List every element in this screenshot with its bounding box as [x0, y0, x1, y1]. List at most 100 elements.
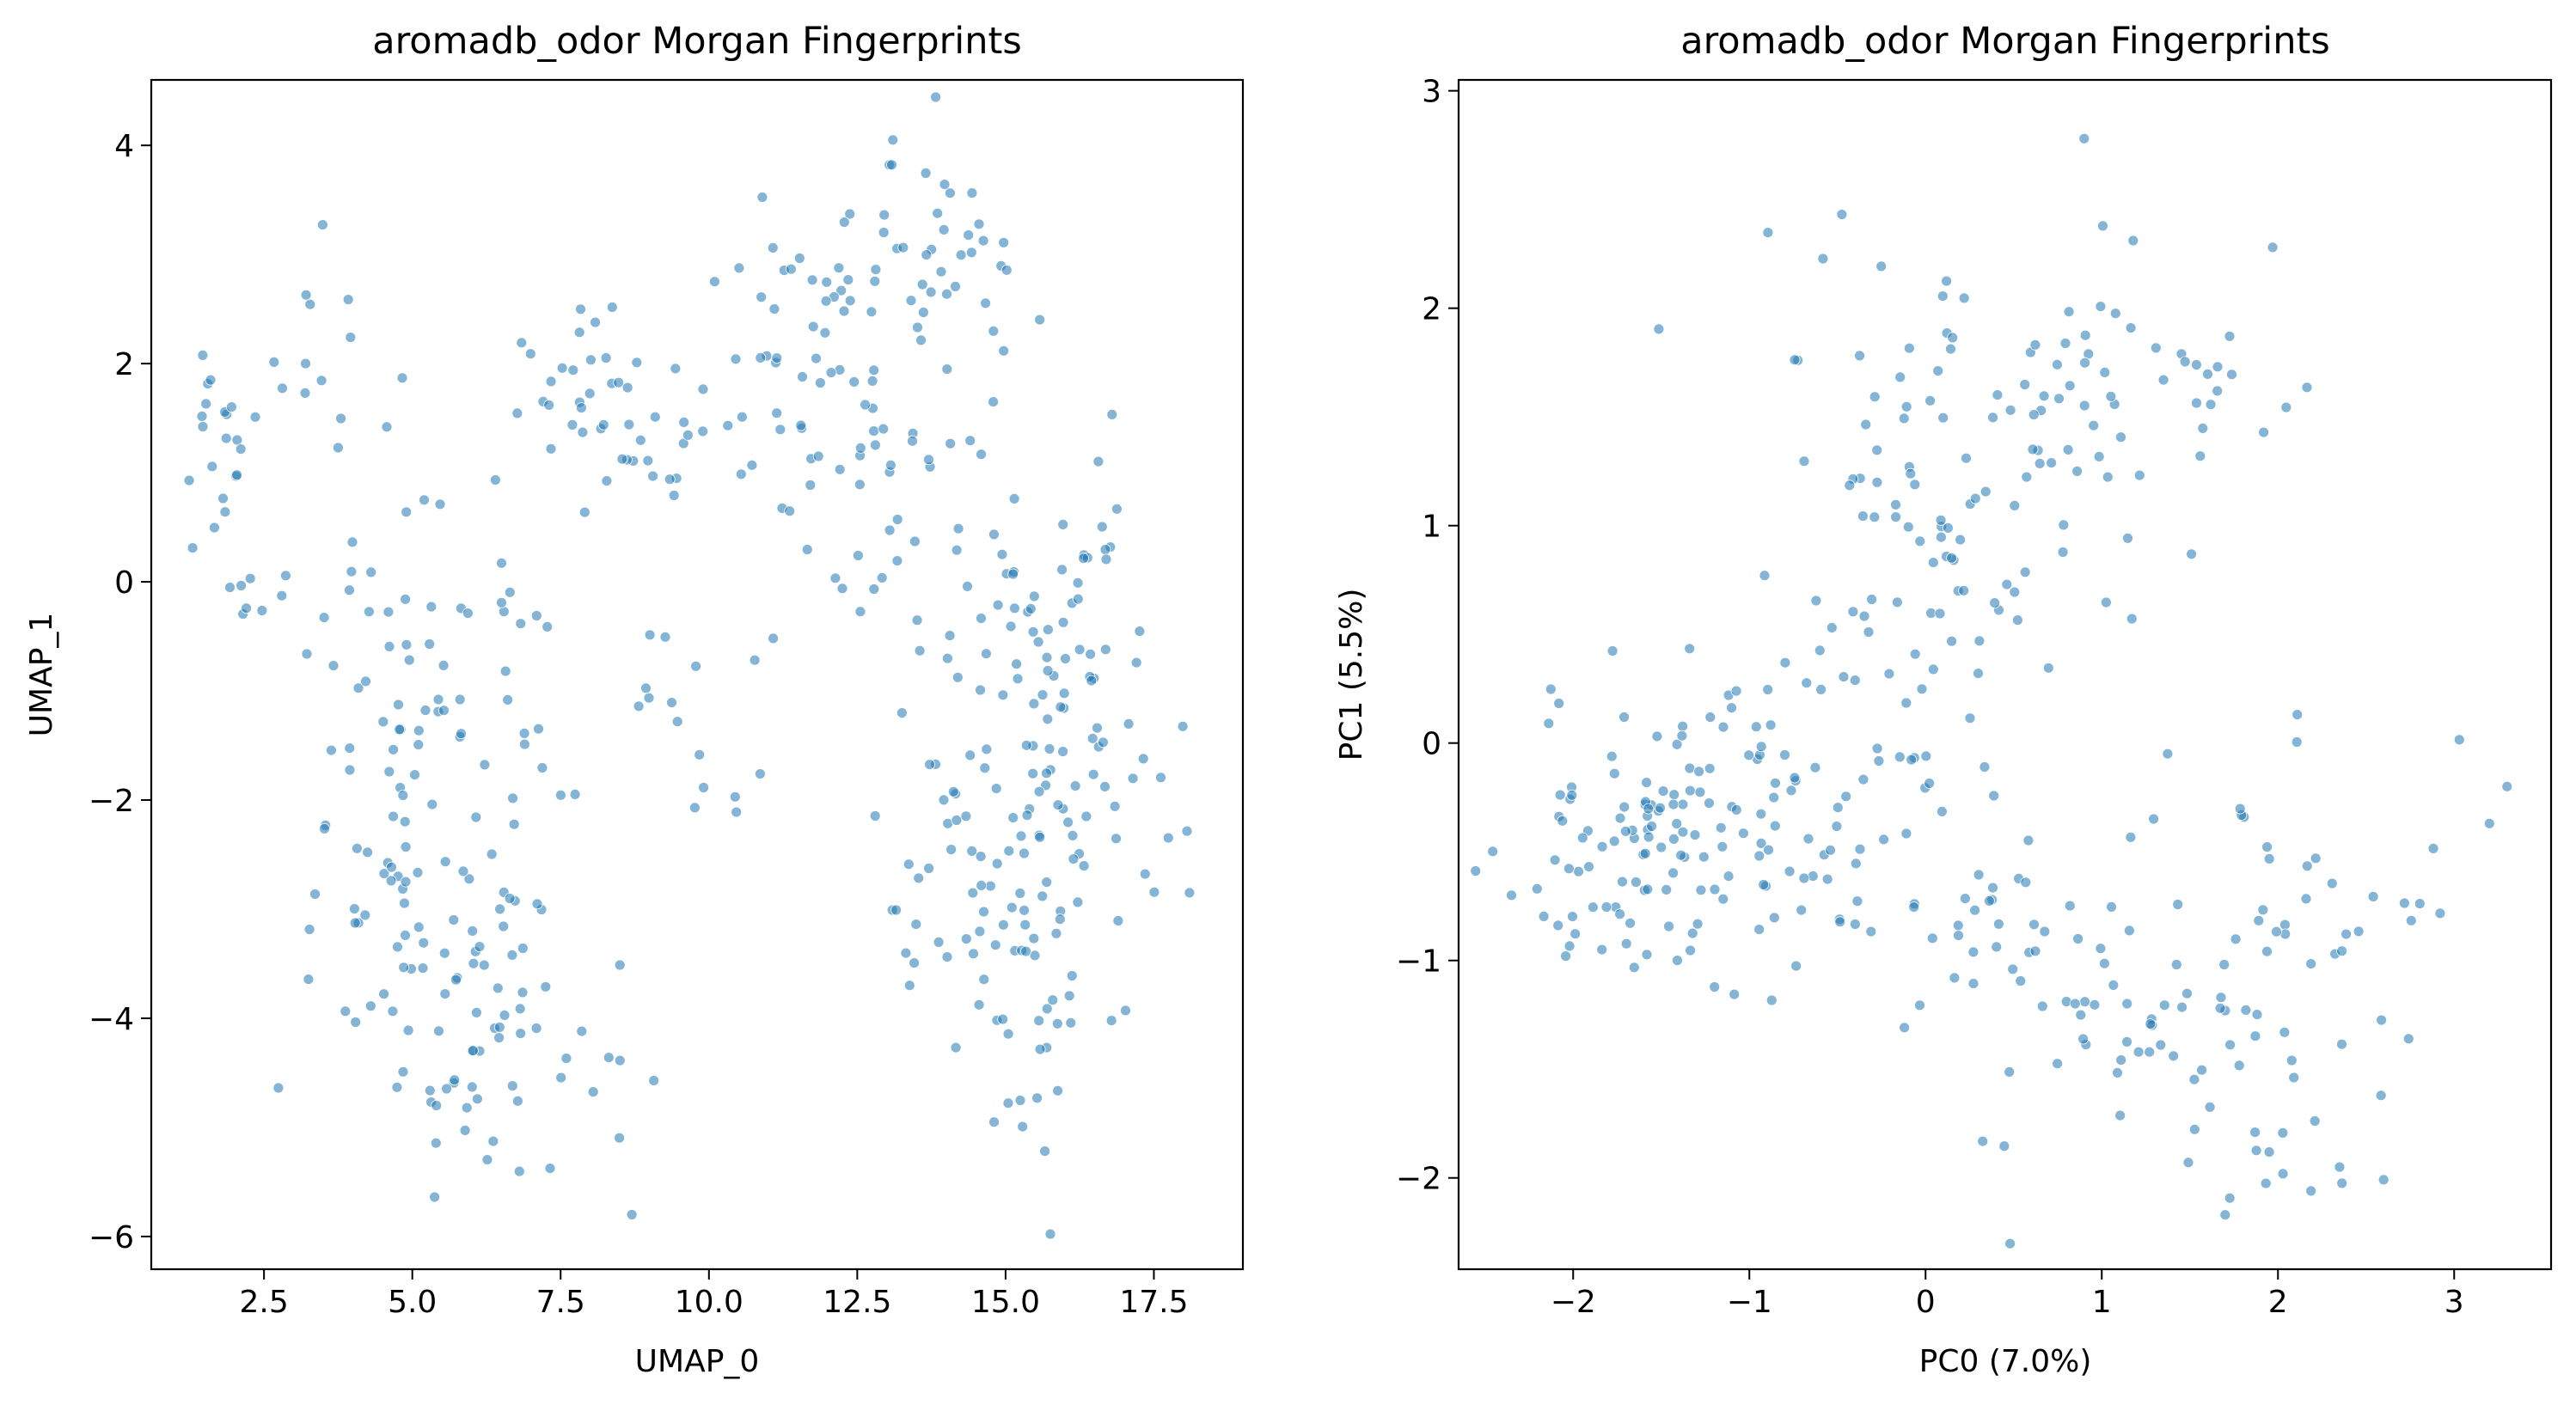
- umap-scatter-point: [1099, 781, 1111, 792]
- pca-scatter-point: [2340, 928, 2353, 940]
- umap-scatter-point: [332, 442, 344, 454]
- pca-scatter-point: [2263, 1146, 2275, 1158]
- umap-scatter-point: [496, 557, 507, 569]
- umap-scatter-point: [344, 584, 355, 596]
- pca-scatter-point: [1909, 479, 1921, 491]
- pca-scatter-point: [2051, 358, 2063, 370]
- pca-scatter-point: [2079, 357, 2091, 369]
- umap-scatter-point: [1078, 860, 1090, 871]
- umap-scatter-point: [878, 423, 890, 435]
- umap-scatter-point: [903, 858, 915, 870]
- pca-scatter-point: [1618, 712, 1630, 723]
- pca-scatter-point: [2069, 998, 2081, 1010]
- umap-scatter-point: [932, 207, 944, 219]
- umap-scatter-point: [1177, 720, 1189, 732]
- pca-scatter-point: [1959, 893, 1971, 904]
- umap-scatter-point: [678, 416, 690, 428]
- umap-scatter-point: [438, 947, 450, 959]
- pca-scatter-point: [1964, 712, 1976, 724]
- pca-scatter-point: [1762, 227, 1774, 239]
- umap-scatter-point: [419, 494, 430, 506]
- umap-scatter-point: [755, 768, 766, 779]
- umap-scatter-point: [815, 377, 826, 388]
- pca-scatter-point: [2224, 1039, 2236, 1051]
- umap-scatter-point: [918, 307, 929, 318]
- pca-scatter-point: [2011, 614, 2023, 626]
- umap-scatter-point: [518, 728, 530, 739]
- umap-scatter-point: [854, 479, 866, 491]
- pca-scatter-point: [1924, 394, 1937, 406]
- umap-scatter-point: [1074, 644, 1086, 656]
- umap-scatter-point: [392, 941, 403, 953]
- umap-scatter-point: [394, 724, 406, 736]
- umap-scatter-point: [504, 893, 516, 904]
- umap-scatter-point: [891, 555, 903, 566]
- umap-scatter-point: [1028, 932, 1040, 944]
- umap-scatter-point: [1041, 877, 1053, 888]
- umap-scatter-point: [545, 443, 557, 455]
- pca-scatter-point: [1946, 552, 1958, 564]
- pca-scatter-point: [2075, 1009, 2087, 1021]
- pca-scatter-point: [1563, 940, 1576, 952]
- umap-scatter-point: [249, 411, 261, 423]
- umap-scatter-point: [812, 450, 824, 462]
- umap-scatter-point: [670, 363, 682, 375]
- pca-scatter-point: [1989, 597, 2001, 608]
- umap-scatter-point: [268, 356, 280, 368]
- pca-scatter-point: [2079, 329, 2091, 341]
- pca-scatter-point: [1675, 849, 1687, 861]
- umap-scatter-point: [1127, 773, 1139, 785]
- pca-scatter-point: [1854, 843, 1866, 855]
- umap-x-tick-label: 15.0: [971, 1285, 1040, 1320]
- umap-scatter-point: [429, 1191, 441, 1203]
- umap-scatter-point: [952, 522, 964, 535]
- pca-scatter-point: [2234, 803, 2246, 815]
- umap-scatter-point: [400, 841, 412, 852]
- umap-scatter-point: [1050, 927, 1062, 939]
- umap-scatter-point: [434, 498, 446, 510]
- pca-scatter-point: [2121, 998, 2133, 1010]
- pca-scatter-point: [2077, 1033, 2090, 1045]
- umap-scatter-point: [187, 542, 199, 553]
- umap-scatter-point: [555, 789, 566, 801]
- pca-scatter-point: [2052, 1058, 2064, 1070]
- pca-scatter-point: [1935, 514, 1947, 526]
- pca-scatter-point: [1858, 610, 1870, 622]
- umap-scatter-point: [309, 889, 321, 900]
- pca-scatter-point: [1685, 785, 1696, 797]
- umap-scatter-point: [467, 925, 479, 937]
- pca-scatter-point: [2121, 1036, 2132, 1048]
- umap-scatter-point: [997, 1013, 1009, 1025]
- umap-scatter-point: [1065, 1017, 1077, 1029]
- pca-scatter-point: [1785, 785, 1797, 797]
- umap-scatter-point: [1162, 832, 1174, 844]
- umap-scatter-point: [344, 764, 356, 776]
- umap-scatter-point: [506, 950, 518, 961]
- pca-scatter-point: [2162, 748, 2174, 760]
- umap-scatter-point: [951, 815, 963, 826]
- umap-scatter-point: [648, 1075, 660, 1086]
- pca-x-axis-label: PC0 (7.0%): [1919, 1344, 2092, 1379]
- umap-scatter-point: [649, 411, 661, 423]
- umap-y-axis-label: UMAP_1: [24, 613, 59, 737]
- pca-scatter-point: [1573, 865, 1584, 877]
- pca-scatter-point: [1554, 789, 1566, 801]
- umap-scatter-point: [576, 402, 587, 414]
- umap-scatter-point: [923, 863, 934, 874]
- pca-scatter-point: [2172, 899, 2184, 910]
- pca-scatter-point: [2155, 1039, 2167, 1051]
- umap-scatter-point: [351, 842, 363, 854]
- pca-scatter-point: [1695, 884, 1707, 896]
- pca-scatter-point: [2034, 458, 2046, 469]
- pca-scatter-point: [1987, 882, 1998, 894]
- umap-scatter-point: [424, 638, 436, 650]
- umap-scatter-point: [1130, 657, 1142, 669]
- pca-scatter-point: [1600, 901, 1612, 913]
- umap-scatter-point: [689, 802, 701, 814]
- umap-scatter-point: [345, 332, 357, 344]
- umap-scatter-point: [346, 565, 358, 577]
- pca-scatter-point: [1722, 870, 1735, 882]
- pca-scatter-point: [1596, 944, 1608, 956]
- umap-scatter-point: [256, 605, 268, 616]
- pca-scatter-point: [1953, 930, 1964, 941]
